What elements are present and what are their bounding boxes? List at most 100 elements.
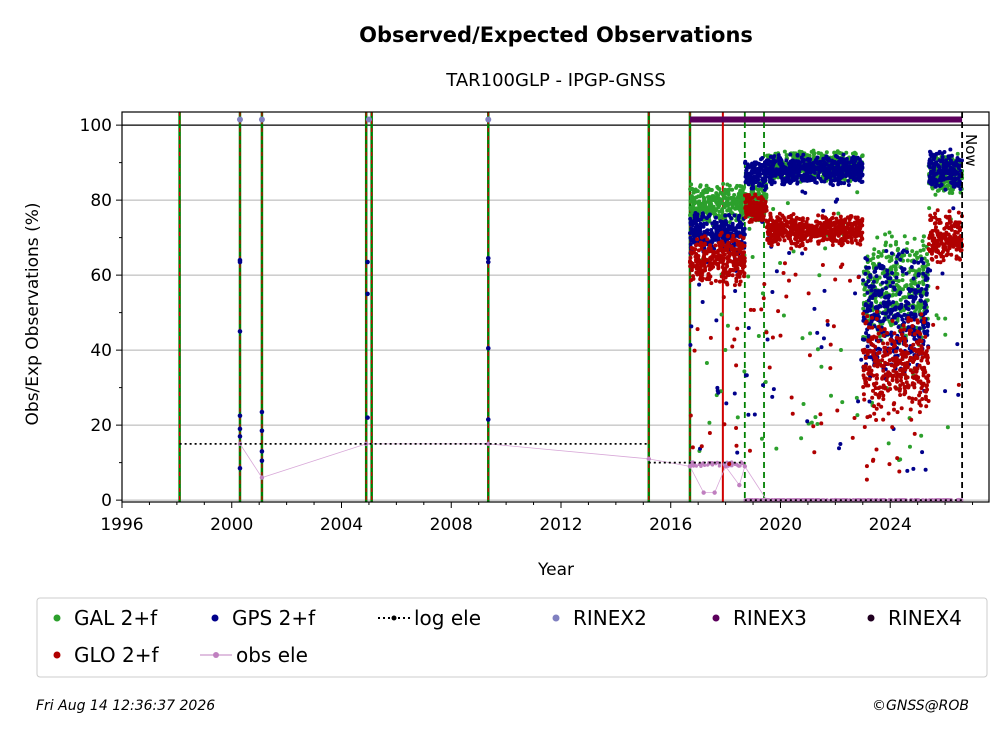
data-point-gps [918,293,923,298]
data-point-glo [839,237,844,242]
data-point-glo [881,341,886,346]
data-point-gps [774,171,779,176]
data-point-glo [898,348,903,353]
data-point-gal [920,264,925,269]
data-point-gal [763,379,768,384]
data-point-gps [743,180,748,185]
data-point-glo [862,424,867,429]
data-point-gps [888,276,893,281]
data-point-glo [872,359,877,364]
data-point-gal [883,232,888,237]
data-point-glo [850,240,855,245]
data-point-gps [818,160,823,165]
data-point-glo [725,273,730,278]
data-point-glo [885,361,890,366]
data-point-gal [919,433,924,438]
data-point-gal [911,268,916,273]
data-point-gps [892,287,897,292]
data-point-gal [872,247,877,252]
data-point-gps [893,321,898,326]
data-point-glo [694,270,699,275]
data-point-gps [750,168,755,173]
data-point-glo [872,355,877,360]
data-point-gps [701,222,706,227]
data-point-gps [701,214,706,219]
data-point-gps [760,155,765,160]
obs-ele-point [816,498,821,503]
data-point-glo [762,282,767,287]
data-point-glo [854,219,859,224]
data-point-glo [688,255,693,260]
data-point-gps [939,182,944,187]
data-point-glo [887,358,892,363]
data-point-gps [764,183,769,188]
data-point-glo [885,331,890,336]
data-point-glo [775,215,780,220]
data-point-gps [851,154,856,159]
data-point-gps [821,208,826,213]
data-point-glo [728,251,733,256]
data-point-glo [749,219,754,224]
data-point-gal [889,234,894,239]
data-point-gal [708,200,713,205]
data-point-gps [939,178,944,183]
data-point-gal [730,195,735,200]
data-point-glo [866,325,871,330]
data-point-gps [750,182,755,187]
data-point-gps [874,266,879,271]
data-point-gps [743,174,748,179]
data-point-gps [780,164,785,169]
data-point-glo [879,404,884,409]
data-point-gps [932,156,937,161]
data-point-gps [787,250,792,255]
data-point-gal [921,247,926,252]
data-point-glo [881,397,886,402]
data-point-gps [849,172,854,177]
data-point-glo [815,233,820,238]
data-point-gps [913,290,918,295]
data-point-glo [711,264,716,269]
data-point-gal [894,239,899,244]
data-point-glo [926,379,931,384]
data-point-glo [820,231,825,236]
data-point-glo [714,254,719,259]
data-point-glo [894,377,899,382]
data-point-gps [773,159,778,164]
data-point-gps [891,300,896,305]
data-point-glo [760,197,765,202]
data-point-gps [868,284,873,289]
data-point-gal [889,323,894,328]
data-point-gps [770,394,775,399]
data-point-gal [698,183,703,188]
data-point-gal [905,258,910,263]
data-point-gal [703,204,708,209]
data-point-gal [801,402,806,407]
data-point-glo [871,343,876,348]
data-point-glo [917,363,922,368]
data-point-gal [840,400,845,405]
data-point-glo [768,223,773,228]
data-point-gps [949,169,954,174]
data-point-gps [691,233,696,238]
data-point-gal [717,187,722,192]
data-point-gal [742,369,747,374]
data-point-glo [764,330,769,335]
data-point-gal [732,199,737,204]
data-point-gal [697,199,702,204]
data-point-glo [835,225,840,230]
data-point-glo [699,243,704,248]
data-point-glo [903,361,908,366]
data-point-gal [703,201,708,206]
data-point-gps [876,291,881,296]
obs-ele-point [929,498,934,503]
data-point-gal [927,206,932,211]
data-point-gps [900,250,905,255]
data-point-gps [865,290,870,295]
data-point-gal [912,236,917,241]
data-point-gal [895,272,900,277]
data-point-glo [819,421,824,426]
data-point-glo [774,219,779,224]
data-point-gps [815,330,820,335]
data-point-gps [857,178,862,183]
data-point-glo [793,272,798,277]
